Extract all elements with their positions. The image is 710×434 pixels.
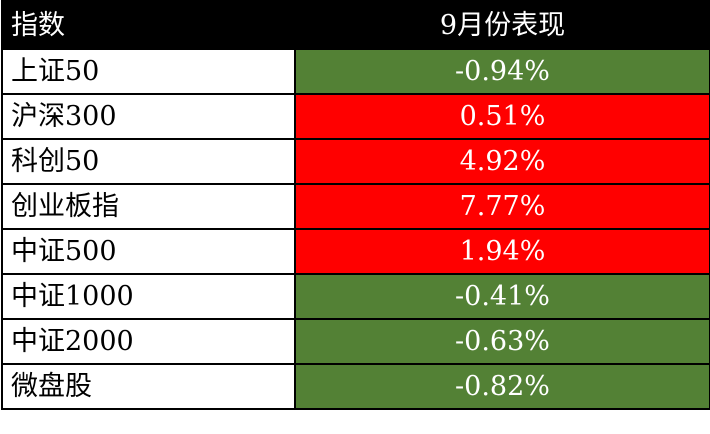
performance-value: -0.82% [294, 363, 710, 410]
performance-value: -0.63% [294, 318, 710, 365]
performance-value: 4.92% [294, 138, 710, 185]
table-row: 微盘股 -0.82% [1, 363, 710, 410]
index-name: 上证50 [1, 48, 296, 95]
table-row: 上证50 -0.94% [1, 48, 710, 95]
performance-value: -0.94% [294, 48, 710, 95]
performance-value: 7.77% [294, 183, 710, 230]
index-name: 创业板指 [1, 183, 296, 230]
header-september-performance: 9月份表现 [294, 0, 710, 50]
index-name: 科创50 [1, 138, 296, 185]
index-name: 中证1000 [1, 273, 296, 320]
performance-value: 1.94% [294, 228, 710, 275]
table-row: 中证500 1.94% [1, 228, 710, 275]
table-row: 沪深300 0.51% [1, 93, 710, 140]
header-index-name: 指数 [1, 0, 296, 50]
performance-value: -0.41% [294, 273, 710, 320]
table-row: 中证1000 -0.41% [1, 273, 710, 320]
index-name: 中证500 [1, 228, 296, 275]
index-name: 微盘股 [1, 363, 296, 410]
header-row: 指数 9月份表现 [1, 0, 710, 50]
index-performance-table: 指数 9月份表现 上证50 -0.94% 沪深300 0.51% 科创50 4.… [1, 0, 710, 410]
performance-value: 0.51% [294, 93, 710, 140]
index-name: 沪深300 [1, 93, 296, 140]
table-row: 创业板指 7.77% [1, 183, 710, 230]
index-name: 中证2000 [1, 318, 296, 365]
table-row: 中证2000 -0.63% [1, 318, 710, 365]
table-row: 科创50 4.92% [1, 138, 710, 185]
